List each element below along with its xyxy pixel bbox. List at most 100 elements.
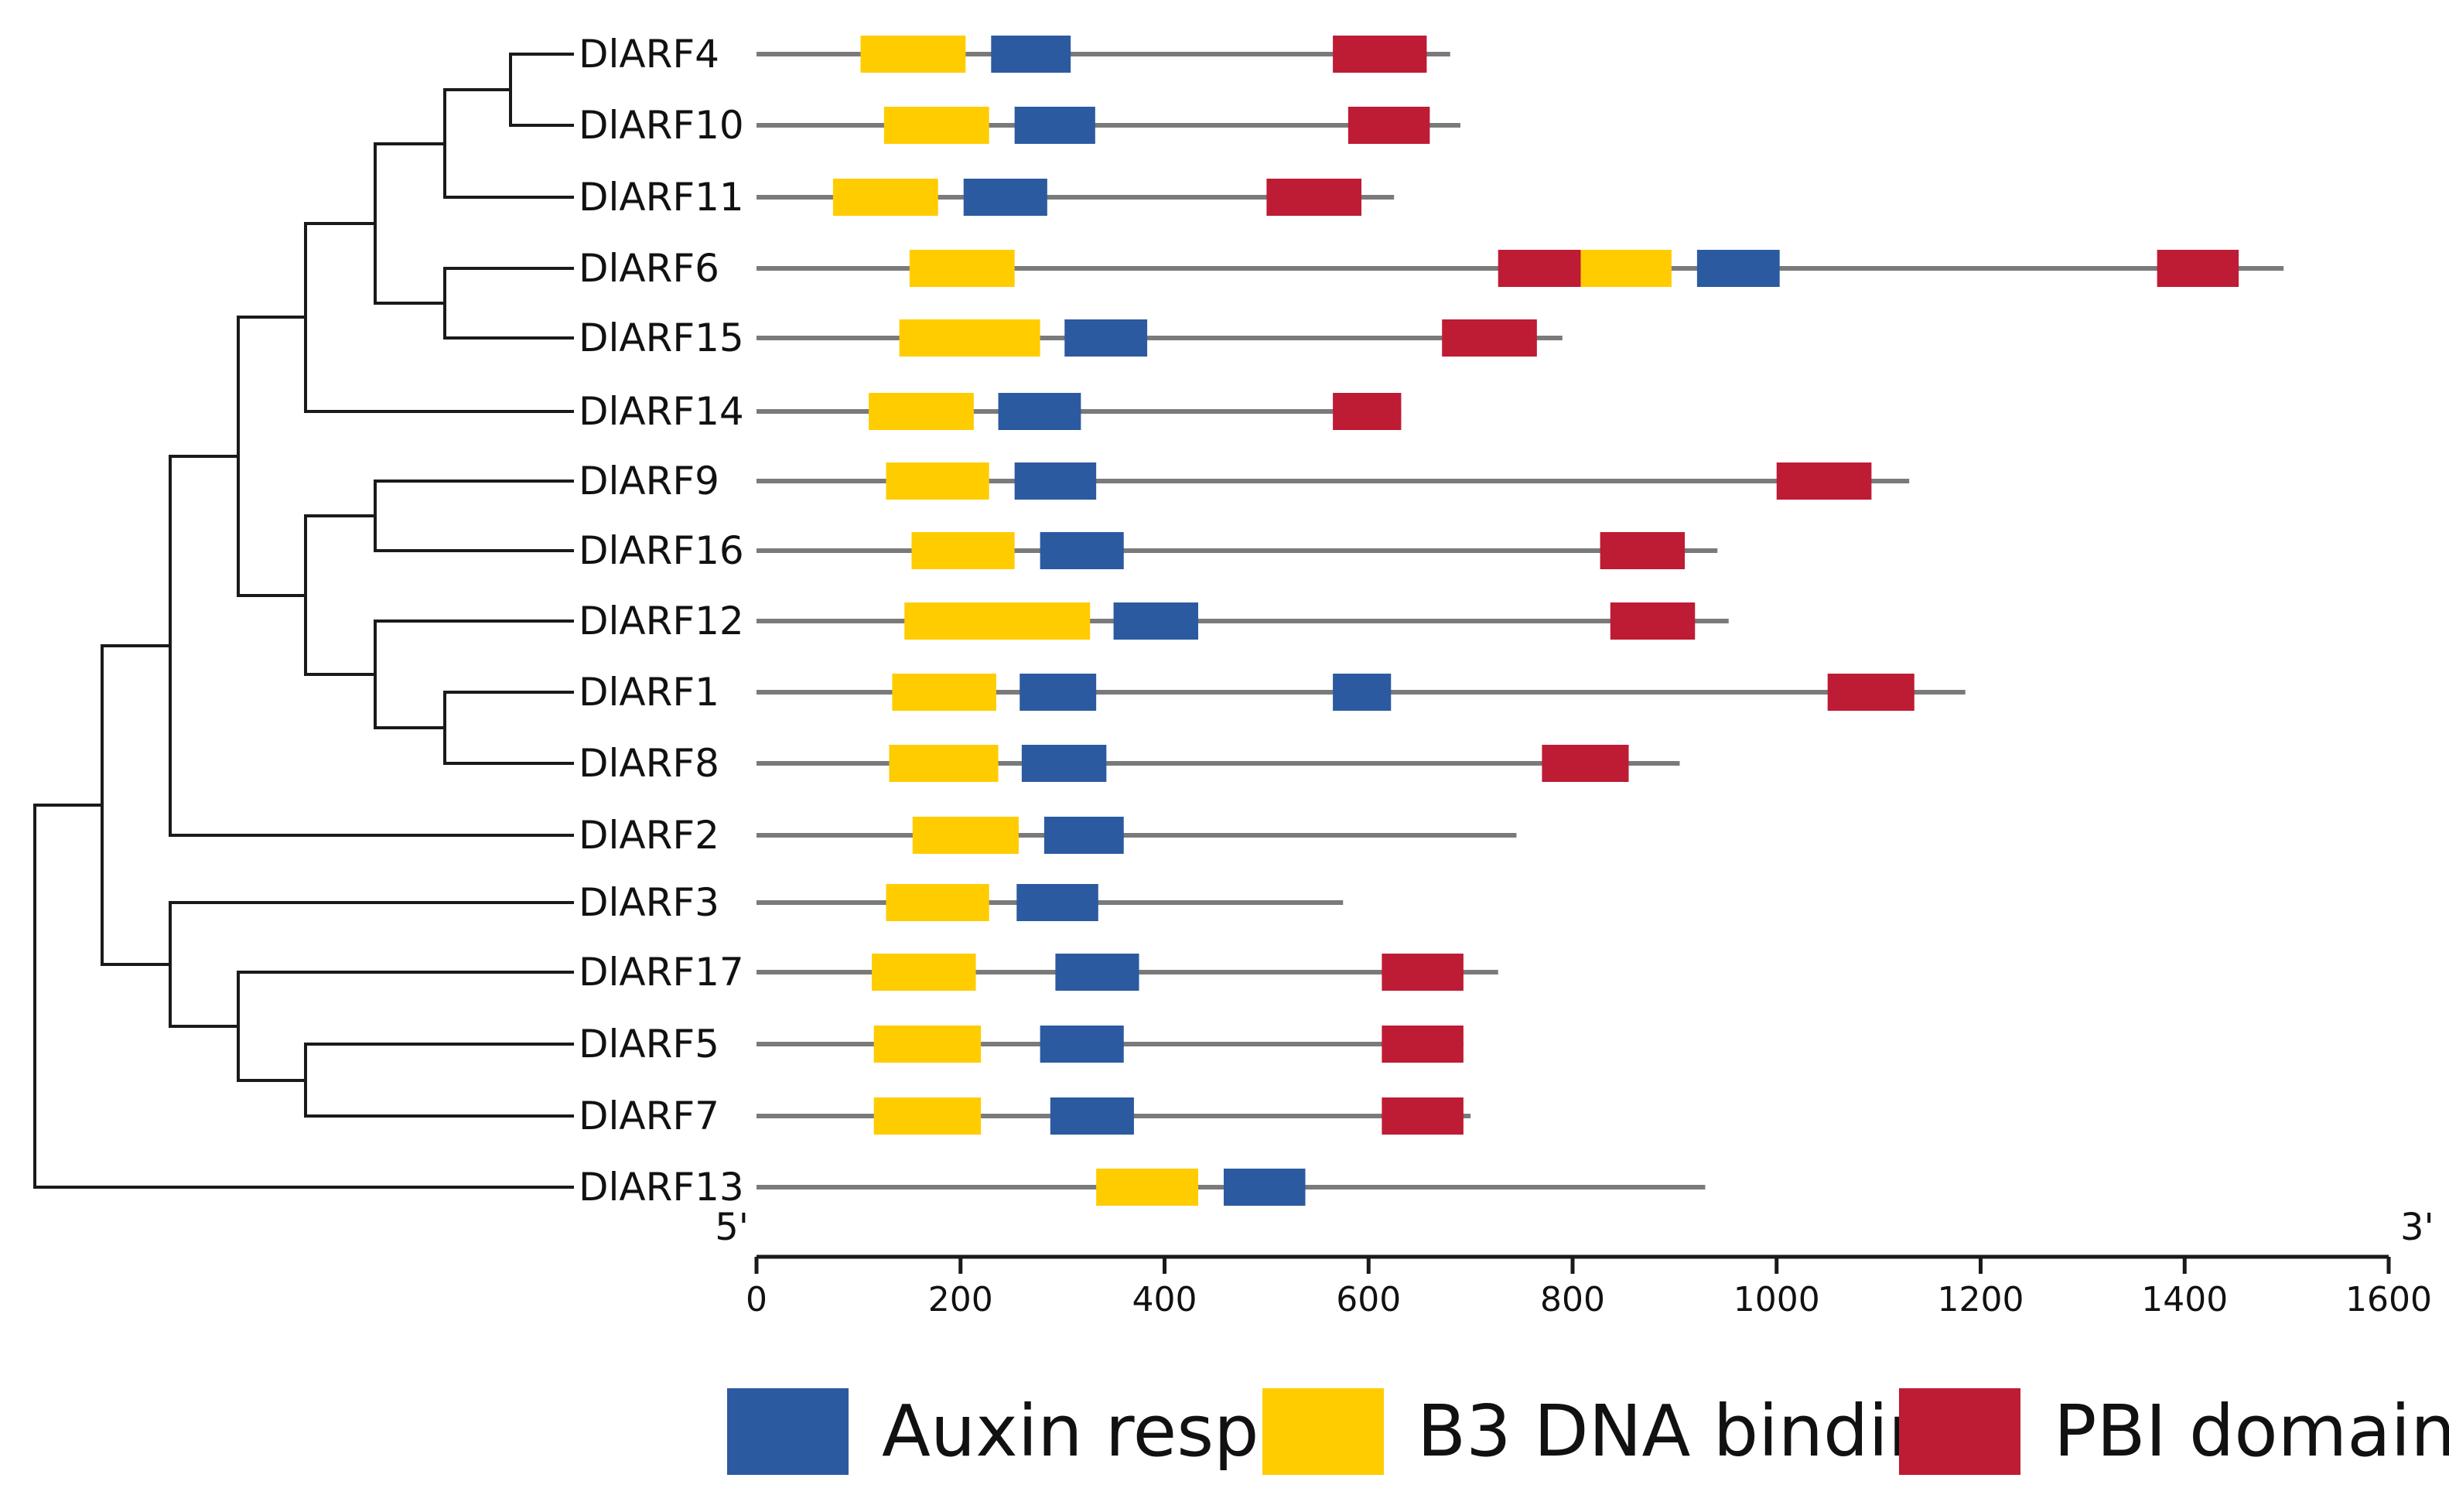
- b3-domain-box: [832, 179, 938, 216]
- gene-label: DlARF9: [579, 459, 719, 503]
- legend-item-b3: B3 DNA binding: [1262, 1388, 1979, 1475]
- auxin-domain-box: [1016, 884, 1098, 921]
- axis-tick-label: 200: [928, 1280, 993, 1319]
- b3-domain-box: [1580, 250, 1672, 287]
- gene-label: DlARF4: [579, 32, 719, 77]
- gene-row: DlARF15: [579, 316, 1563, 360]
- auxin-domain-box: [963, 179, 1047, 216]
- gene-row: DlARF3: [579, 880, 1344, 925]
- gene-label: DlARF8: [579, 741, 719, 786]
- legend-label: Auxin resp: [882, 1390, 1259, 1473]
- pbi-domain-box: [1382, 1097, 1464, 1135]
- gene-label: DlARF17: [579, 950, 744, 995]
- axis-tick-label: 1400: [2141, 1280, 2228, 1319]
- auxin-domain-box: [1021, 745, 1107, 782]
- axis-tick-label: 600: [1336, 1280, 1401, 1319]
- pbi-domain-box: [1442, 319, 1537, 357]
- gene-row: DlARF6: [579, 246, 2284, 291]
- b3-domain-box: [909, 250, 1015, 287]
- gene-row: DlARF11: [579, 175, 1395, 220]
- b3-domain-box: [873, 1026, 982, 1063]
- pbi-domain-box: [1498, 250, 1581, 287]
- gene-row: DlARF9: [579, 459, 1910, 503]
- gene-row: DlARF13: [579, 1165, 1706, 1210]
- gene-row: DlARF17: [579, 950, 1498, 995]
- gene-label: DlARF2: [579, 813, 719, 858]
- pbi-domain-box: [1542, 745, 1629, 782]
- auxin-domain-box: [1043, 817, 1124, 854]
- gene-label: DlARF15: [579, 316, 744, 360]
- gene-row: DlARF16: [579, 528, 1718, 573]
- b3-domain-box: [886, 462, 989, 500]
- legend-swatch: [1262, 1388, 1384, 1475]
- gene-row: DlARF4: [579, 32, 1450, 77]
- gene-label: DlARF12: [579, 599, 744, 643]
- b3-domain-box: [889, 745, 999, 782]
- auxin-domain-box: [1014, 462, 1097, 500]
- gene-label: DlARF13: [579, 1165, 744, 1210]
- gene-row: DlARF1: [579, 670, 1966, 715]
- b3-domain-box: [869, 393, 974, 430]
- auxin-domain-box: [1020, 674, 1097, 711]
- gene-label: DlARF3: [579, 880, 719, 925]
- auxin-domain-box: [1113, 602, 1199, 640]
- legend-label: PBI domain: [2054, 1390, 2449, 1473]
- auxin-domain-box: [1040, 1026, 1124, 1063]
- b3-domain-box: [899, 319, 1040, 357]
- five-prime-label: 5': [715, 1206, 749, 1249]
- auxin-domain-box: [1696, 250, 1780, 287]
- legend-item-auxin: Auxin resp: [727, 1388, 1259, 1475]
- pbi-domain-box: [1610, 602, 1696, 640]
- gene-label: DlARF14: [579, 389, 744, 434]
- three-prime-label: 3': [2400, 1206, 2434, 1249]
- b3-domain-box: [911, 532, 1015, 569]
- axis-tick-label: 0: [746, 1280, 767, 1319]
- legend-label: B3 DNA binding: [1417, 1390, 1979, 1473]
- axis-tick-label: 1600: [2345, 1280, 2432, 1319]
- b3-domain-box: [872, 954, 976, 991]
- gene-row: DlARF7: [579, 1094, 1471, 1138]
- b3-domain-box: [1096, 1169, 1199, 1206]
- legend-swatch: [727, 1388, 849, 1475]
- legend-swatch: [1899, 1388, 2020, 1475]
- pbi-domain-box: [1333, 36, 1427, 73]
- b3-domain-box: [883, 107, 989, 144]
- axis-tick-label: 1000: [1733, 1280, 1820, 1319]
- gene-label: DlARF10: [579, 103, 744, 148]
- phylogenetic-tree: [33, 53, 574, 1189]
- gene-label: DlARF16: [579, 528, 744, 573]
- pbi-domain-box: [1600, 532, 1686, 569]
- pbi-domain-box: [1382, 1026, 1464, 1063]
- pbi-domain-box: [1382, 954, 1464, 991]
- length-axis: 0 200 400 600 800 1000 1200 1400 1600 5' 3': [715, 1206, 2434, 1319]
- gene-row: DlARF5: [579, 1022, 1464, 1067]
- auxin-domain-box: [1333, 674, 1392, 711]
- gene-row: DlARF14: [579, 389, 1402, 434]
- pbi-domain-box: [2157, 250, 2239, 287]
- auxin-domain-box: [1050, 1097, 1134, 1135]
- gene-row: DlARF12: [579, 599, 1729, 643]
- axis-tick-label: 800: [1540, 1280, 1605, 1319]
- gene-row: DlARF2: [579, 813, 1517, 858]
- auxin-domain-box: [1064, 319, 1148, 357]
- auxin-domain-box: [1040, 532, 1124, 569]
- auxin-domain-box: [1014, 107, 1095, 144]
- legend: Auxin resp B3 DNA binding PBI domain: [727, 1388, 2449, 1475]
- gene-row: DlARF8: [579, 741, 1680, 786]
- b3-domain-box: [912, 817, 1019, 854]
- auxin-domain-box: [1223, 1169, 1306, 1206]
- gene-row: DlARF10: [579, 103, 1460, 148]
- pbi-domain-box: [1266, 179, 1362, 216]
- axis-tick-label: 400: [1132, 1280, 1197, 1319]
- gene-label: DlARF11: [579, 175, 744, 220]
- gene-label: DlARF6: [579, 246, 719, 291]
- b3-domain-box: [886, 884, 989, 921]
- auxin-domain-box: [998, 393, 1081, 430]
- gene-label: DlARF7: [579, 1094, 719, 1138]
- b3-domain-box: [873, 1097, 982, 1135]
- b3-domain-box: [860, 36, 966, 73]
- auxin-domain-box: [991, 36, 1071, 73]
- pbi-domain-box: [1347, 107, 1430, 144]
- gene-rows: DlARF4 DlARF10 DlARF11 DlARF6 DlARF15 DlARF14…: [579, 32, 2284, 1210]
